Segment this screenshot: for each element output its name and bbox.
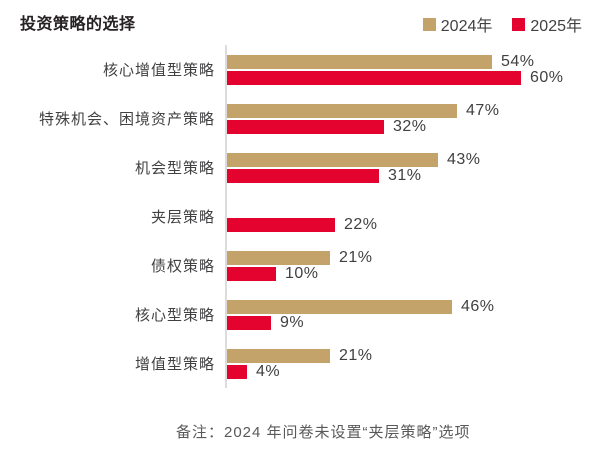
- category-label: 夹层策略: [150, 209, 215, 226]
- value-label: 60%: [530, 68, 564, 86]
- chart-row: 债权策略 21% 10%: [0, 241, 600, 290]
- bar-2025年: [227, 217, 335, 232]
- legend-swatch-2024-icon: [422, 17, 436, 31]
- bar-chart: 核心增值型策略 54% 60% 特殊机会、困境资产策略 47% 32% 机会型策略 43% 31…: [0, 45, 600, 388]
- value-label: 9%: [280, 313, 305, 331]
- value-label: 21%: [339, 248, 373, 266]
- category-label: 增值型策略: [134, 356, 215, 373]
- bar-line: 31%: [227, 166, 600, 184]
- bar-2025年: [227, 364, 247, 379]
- bar-2024年: [227, 250, 330, 265]
- bar-group: 54% 60%: [227, 52, 600, 86]
- bar-line: 4%: [227, 362, 600, 380]
- value-label: 47%: [466, 101, 500, 119]
- bar-line: 54%: [227, 52, 600, 70]
- chart-legend: 2024年 2025年: [422, 10, 582, 36]
- legend-item-2024: 2024年: [422, 12, 493, 36]
- bar-line: 10%: [227, 264, 600, 282]
- bar-line: 21%: [227, 248, 600, 266]
- bar-2025年: [227, 168, 379, 183]
- value-label: 31%: [388, 166, 422, 184]
- chart-row: 增值型策略 21% 4%: [0, 339, 600, 388]
- chart-row: 机会型策略 43% 31%: [0, 143, 600, 192]
- value-label: 4%: [256, 362, 281, 380]
- chart-row: 夹层策略 22%: [0, 192, 600, 241]
- value-label: 46%: [461, 297, 495, 315]
- y-axis-line: [225, 45, 227, 388]
- value-label: 32%: [393, 117, 427, 135]
- chart-header: 投资策略的选择 2024年 2025年: [0, 0, 600, 36]
- bar-2024年: [227, 103, 457, 118]
- footnote: 备注：2024 年问卷未设置“夹层策略”选项: [176, 424, 471, 441]
- bar-2024年: [227, 152, 438, 167]
- bar-2025年: [227, 315, 271, 330]
- bar-group: 22%: [227, 202, 600, 233]
- value-label: 10%: [285, 264, 319, 282]
- bar-2025年: [227, 266, 276, 281]
- value-label: 43%: [447, 150, 481, 168]
- bar-group: 21% 10%: [227, 248, 600, 282]
- chart-row: 核心型策略 46% 9%: [0, 290, 600, 339]
- page-title: 投资策略的选择: [20, 16, 136, 33]
- category-label: 机会型策略: [134, 160, 215, 177]
- category-label: 核心型策略: [134, 307, 215, 324]
- bar-line: 32%: [227, 117, 600, 135]
- bar-line: 21%: [227, 346, 600, 364]
- bar-line: 46%: [227, 297, 600, 315]
- legend-label-2025: 2025年: [530, 18, 582, 35]
- value-label: 21%: [339, 346, 373, 364]
- chart-row: 特殊机会、困境资产策略 47% 32%: [0, 94, 600, 143]
- legend-item-2025: 2025年: [512, 12, 582, 36]
- bar-line: 60%: [227, 68, 600, 86]
- bar-line: 43%: [227, 150, 600, 168]
- bar-2025年: [227, 119, 384, 134]
- bar-line: 22%: [227, 215, 600, 233]
- bar-line: 47%: [227, 101, 600, 119]
- category-label: 债权策略: [150, 258, 215, 275]
- bar-line: [227, 202, 600, 216]
- bar-group: 47% 32%: [227, 101, 600, 135]
- bar-2024年: [227, 54, 492, 69]
- category-label: 核心增值型策略: [102, 62, 215, 79]
- chart-row: 核心增值型策略 54% 60%: [0, 45, 600, 94]
- legend-swatch-2025-icon: [512, 17, 526, 31]
- bar-group: 46% 9%: [227, 297, 600, 331]
- value-label: 54%: [501, 52, 535, 70]
- bar-2024年: [227, 348, 330, 363]
- value-label: 22%: [344, 215, 378, 233]
- legend-label-2024: 2024年: [440, 18, 493, 35]
- bar-line: 9%: [227, 313, 600, 331]
- bar-2025年: [227, 70, 521, 85]
- bar-group: 21% 4%: [227, 346, 600, 380]
- bar-group: 43% 31%: [227, 150, 600, 184]
- bar-2024年: [227, 299, 452, 314]
- category-label: 特殊机会、困境资产策略: [38, 111, 215, 128]
